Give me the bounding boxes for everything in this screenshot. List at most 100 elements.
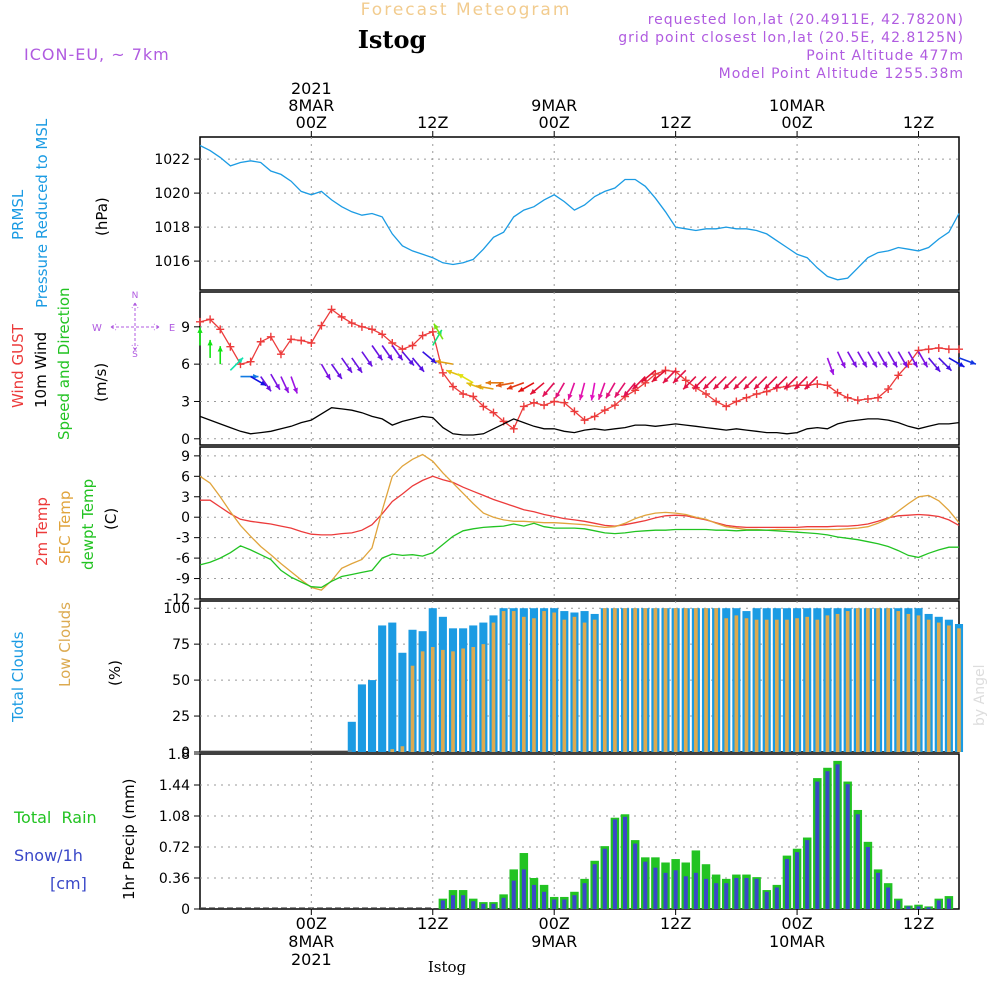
wind-arrow bbox=[651, 369, 667, 383]
wind-arrow-head bbox=[418, 365, 425, 372]
wind-arrow-head bbox=[485, 380, 492, 386]
wind-ytick-label: 6 bbox=[181, 357, 190, 373]
gust-marker bbox=[246, 357, 255, 366]
bar-low-cloud bbox=[835, 613, 840, 752]
temp-labels: 2m Temp SFC Temp dewpt Temp (C) bbox=[33, 479, 120, 570]
bar-low-cloud bbox=[926, 619, 931, 752]
bottom-location: Istog bbox=[428, 958, 467, 976]
top-time-label: 2021 bbox=[291, 79, 332, 98]
wind-frame bbox=[199, 291, 960, 446]
bar-low-cloud bbox=[542, 611, 546, 752]
panel-wind: 0 3 6 9 bbox=[181, 291, 977, 448]
gust-marker bbox=[206, 315, 215, 324]
bar-snow bbox=[592, 864, 597, 909]
gust-marker bbox=[570, 407, 579, 416]
wind-arrow bbox=[938, 357, 953, 372]
bar-snow bbox=[886, 887, 891, 909]
gust-marker bbox=[762, 387, 771, 396]
wind-arrow-head bbox=[969, 359, 976, 365]
bar-low-cloud bbox=[876, 608, 880, 752]
pressure-label-msl: Pressure Reduced to MSL bbox=[33, 118, 51, 308]
wind-arrow bbox=[692, 376, 707, 390]
wind-arrow bbox=[280, 376, 290, 394]
wind-arrow bbox=[662, 369, 677, 384]
compass-e: E bbox=[169, 323, 175, 334]
bottom-time-label: 12Z bbox=[417, 914, 448, 933]
bar-snow bbox=[703, 878, 709, 909]
gust-marker bbox=[560, 398, 569, 407]
gust-marker bbox=[519, 402, 528, 411]
pressure-ytick-label: 1022 bbox=[154, 152, 190, 168]
gust-marker bbox=[884, 385, 893, 394]
wind-arrow-head bbox=[934, 365, 941, 372]
bar-snow bbox=[744, 878, 749, 909]
wind-arrow-head bbox=[829, 368, 835, 375]
bar-snow bbox=[562, 899, 567, 909]
bar-low-cloud bbox=[430, 647, 435, 752]
bar-low-cloud bbox=[623, 608, 627, 752]
info-requested: requested lon,lat (20.4911E, 42.7820N) bbox=[648, 12, 964, 28]
gust-marker bbox=[489, 408, 498, 417]
wind-arrow bbox=[877, 351, 888, 368]
gust-marker bbox=[509, 424, 518, 433]
bar-snow bbox=[795, 852, 800, 909]
bar-snow bbox=[774, 887, 779, 909]
location-title: Istog bbox=[358, 25, 427, 54]
wind-arrow-head bbox=[882, 361, 888, 368]
compass-s: S bbox=[132, 350, 138, 360]
wind-arrow bbox=[542, 382, 555, 398]
gust-marker bbox=[347, 319, 356, 328]
gust-marker bbox=[610, 401, 619, 410]
wind-arrow bbox=[517, 382, 535, 393]
gust-marker bbox=[266, 332, 275, 341]
wind-ytick-label: 9 bbox=[181, 320, 190, 336]
wind-arrow bbox=[217, 346, 223, 365]
wind-arrow-head bbox=[851, 361, 857, 368]
bottom-time-label: 00Z bbox=[781, 914, 812, 933]
gust-marker bbox=[732, 397, 741, 406]
gust-marker bbox=[934, 343, 943, 352]
gust-marker bbox=[449, 382, 457, 391]
pressure-ytick-label: 1018 bbox=[154, 220, 190, 236]
bar-snow bbox=[714, 883, 719, 909]
temp-ytick-label: -12 bbox=[167, 592, 190, 608]
precip-ytick-label: 0.72 bbox=[159, 840, 190, 856]
bar-low-cloud bbox=[491, 622, 496, 752]
wind-arrow-head bbox=[912, 361, 918, 368]
wind-arrow-head bbox=[197, 327, 203, 333]
bar-low-cloud bbox=[704, 608, 708, 752]
wind-arrow-head bbox=[433, 323, 439, 330]
top-time-label: 12Z bbox=[903, 113, 934, 132]
bar-total-cloud bbox=[398, 652, 407, 752]
precip-label-cm: [cm] bbox=[50, 874, 87, 893]
gust-marker bbox=[671, 367, 680, 376]
temp-label-2m: 2m Temp bbox=[33, 497, 51, 566]
wind-arrow-head bbox=[861, 361, 867, 368]
bar-low-cloud bbox=[501, 611, 506, 752]
wind-arrow-head bbox=[377, 354, 383, 361]
wind-arrow-head bbox=[662, 377, 669, 384]
wind-arrow-head bbox=[457, 373, 464, 379]
pressure-unit: (hPa) bbox=[93, 197, 111, 236]
bottom-time-label: 00Z bbox=[296, 914, 327, 933]
bar-low-cloud bbox=[572, 616, 577, 752]
bar-snow bbox=[754, 878, 759, 909]
wind-arrow-head bbox=[774, 383, 780, 390]
temp-ytick-label: -9 bbox=[176, 572, 190, 588]
series-gust bbox=[199, 308, 959, 430]
temp-ytick-label: -6 bbox=[176, 551, 190, 567]
temp-label-sfc: SFC Temp bbox=[56, 491, 74, 564]
bar-snow bbox=[602, 848, 607, 909]
gust-marker bbox=[317, 321, 326, 330]
bar-snow bbox=[653, 867, 658, 909]
bar-low-cloud bbox=[795, 618, 799, 752]
bar-snow bbox=[764, 891, 769, 909]
gust-marker bbox=[459, 390, 468, 398]
wind-arrow-head bbox=[260, 380, 267, 386]
precip-label-snow: Snow/1h bbox=[14, 846, 83, 865]
wind-arrow bbox=[330, 363, 343, 380]
gust-marker bbox=[307, 339, 316, 347]
bar-snow bbox=[865, 847, 870, 909]
bar-low-cloud bbox=[532, 618, 536, 752]
